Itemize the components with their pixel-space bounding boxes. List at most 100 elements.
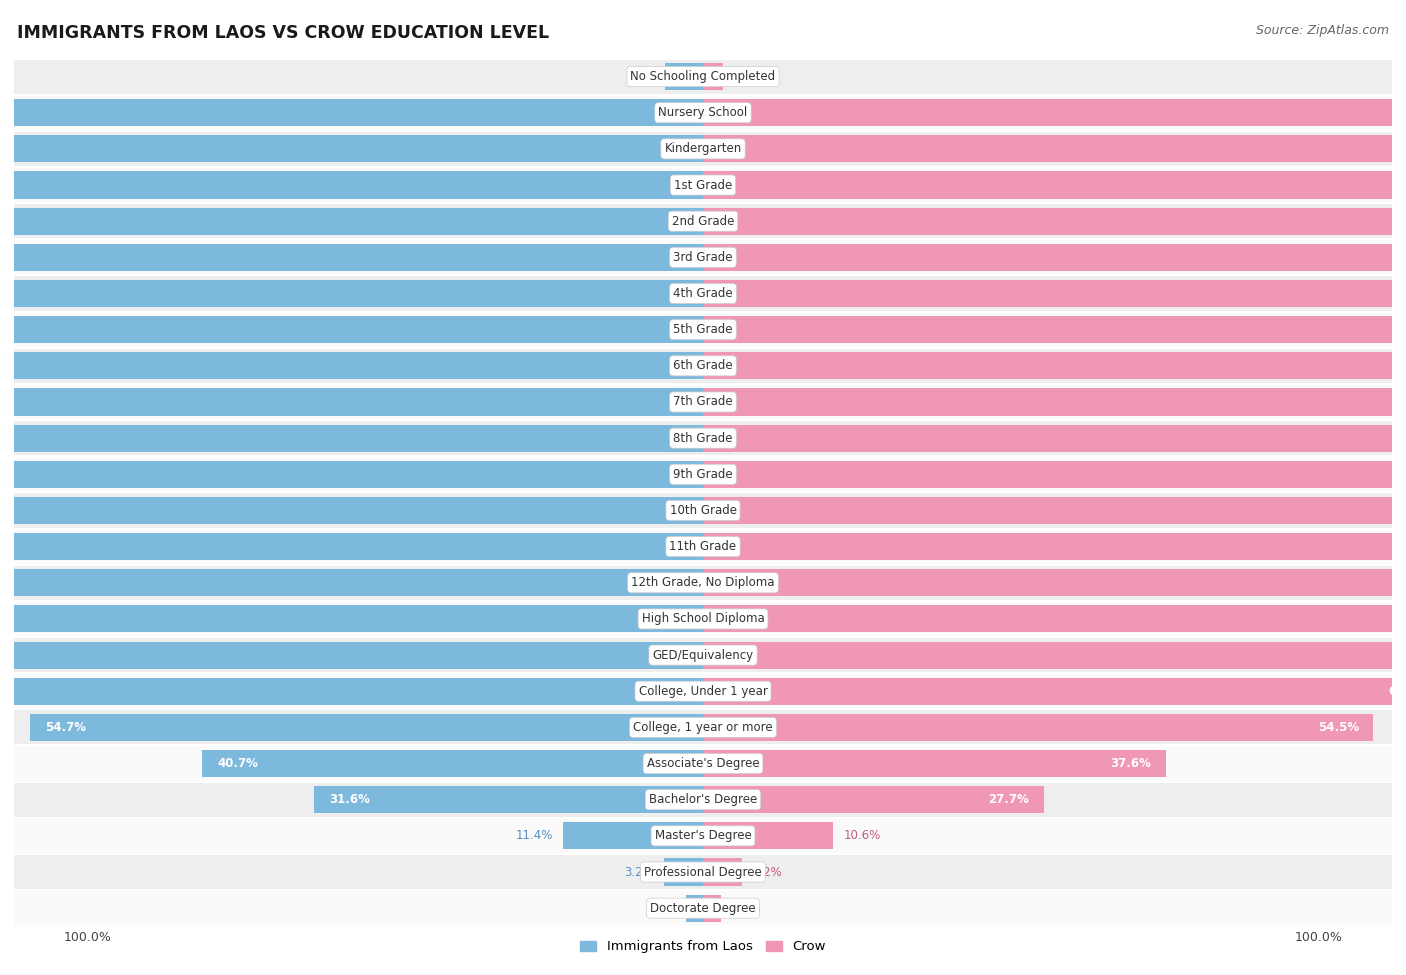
Text: 37.6%: 37.6% [1109, 757, 1150, 770]
Bar [665, 63, 703, 90]
Bar [703, 497, 1406, 524]
Bar [703, 642, 1406, 669]
Text: 3.1%: 3.1% [626, 70, 655, 83]
Text: 40.7%: 40.7% [217, 757, 257, 770]
Text: 60.2%: 60.2% [1388, 684, 1406, 698]
Bar [703, 136, 1406, 163]
Bar [30, 714, 703, 741]
Bar [14, 818, 1392, 854]
Bar [14, 601, 1392, 637]
Text: Bachelor's Degree: Bachelor's Degree [650, 794, 756, 806]
Text: 3.2%: 3.2% [624, 866, 654, 878]
Bar [14, 239, 1392, 275]
Bar [14, 58, 1392, 95]
Bar [14, 637, 1392, 673]
Bar [0, 461, 703, 488]
Bar [703, 822, 834, 849]
Bar [703, 352, 1406, 379]
Text: 12th Grade, No Diploma: 12th Grade, No Diploma [631, 576, 775, 589]
Bar [0, 642, 703, 669]
Bar [703, 388, 1406, 415]
Text: Kindergarten: Kindergarten [665, 142, 741, 155]
Bar [315, 786, 703, 813]
Text: 54.5%: 54.5% [1317, 721, 1358, 734]
Bar [14, 565, 1392, 601]
Bar [703, 714, 1374, 741]
Bar [14, 890, 1392, 926]
Text: Professional Degree: Professional Degree [644, 866, 762, 878]
Text: 5th Grade: 5th Grade [673, 323, 733, 336]
Legend: Immigrants from Laos, Crow: Immigrants from Laos, Crow [575, 935, 831, 958]
Text: College, Under 1 year: College, Under 1 year [638, 684, 768, 698]
Bar [202, 750, 703, 777]
Text: 4th Grade: 4th Grade [673, 287, 733, 300]
Bar [14, 275, 1392, 312]
Bar [0, 569, 703, 597]
Bar [703, 424, 1406, 451]
Bar [703, 569, 1406, 597]
Text: 11th Grade: 11th Grade [669, 540, 737, 553]
Bar [0, 352, 703, 379]
Bar [703, 172, 1406, 199]
Text: 6th Grade: 6th Grade [673, 360, 733, 372]
Bar [703, 895, 721, 921]
Text: 10.6%: 10.6% [844, 830, 880, 842]
Bar [0, 678, 703, 705]
Bar [14, 782, 1392, 818]
Text: Master's Degree: Master's Degree [655, 830, 751, 842]
Bar [14, 746, 1392, 782]
Bar [0, 424, 703, 451]
Bar [562, 822, 703, 849]
Bar [14, 203, 1392, 239]
Bar [14, 709, 1392, 746]
Bar [0, 172, 703, 199]
Bar [14, 492, 1392, 528]
Bar [703, 99, 1406, 127]
Text: 3rd Grade: 3rd Grade [673, 251, 733, 264]
Bar [14, 131, 1392, 167]
Bar [14, 420, 1392, 456]
Text: 1.5%: 1.5% [731, 902, 761, 915]
Text: 1.4%: 1.4% [647, 902, 676, 915]
Bar [14, 312, 1392, 348]
Bar [0, 99, 703, 127]
Bar [14, 456, 1392, 492]
Bar [703, 750, 1166, 777]
Bar [0, 605, 703, 633]
Text: 61.3%: 61.3% [0, 684, 4, 698]
Bar [703, 63, 723, 90]
Text: 3.2%: 3.2% [752, 866, 782, 878]
Text: No Schooling Completed: No Schooling Completed [630, 70, 776, 83]
Text: Associate's Degree: Associate's Degree [647, 757, 759, 770]
Text: GED/Equivalency: GED/Equivalency [652, 648, 754, 662]
Bar [686, 895, 703, 921]
Bar [703, 786, 1043, 813]
Bar [703, 533, 1406, 561]
Text: College, 1 year or more: College, 1 year or more [633, 721, 773, 734]
Text: 2nd Grade: 2nd Grade [672, 214, 734, 228]
Bar [703, 316, 1406, 343]
Bar [14, 854, 1392, 890]
Bar [0, 388, 703, 415]
Bar [14, 528, 1392, 565]
Bar [0, 244, 703, 271]
Bar [14, 348, 1392, 384]
Bar [0, 280, 703, 307]
Bar [703, 678, 1406, 705]
Text: 27.7%: 27.7% [988, 794, 1029, 806]
Text: 8th Grade: 8th Grade [673, 432, 733, 445]
Text: Source: ZipAtlas.com: Source: ZipAtlas.com [1256, 24, 1389, 37]
Text: Doctorate Degree: Doctorate Degree [650, 902, 756, 915]
Bar [0, 497, 703, 524]
Bar [664, 858, 703, 885]
Bar [703, 605, 1406, 633]
Bar [0, 533, 703, 561]
Text: 9th Grade: 9th Grade [673, 468, 733, 481]
Bar [703, 280, 1406, 307]
Bar [703, 208, 1406, 235]
Bar [0, 136, 703, 163]
Text: 1.6%: 1.6% [733, 70, 762, 83]
Text: 10th Grade: 10th Grade [669, 504, 737, 517]
Text: High School Diploma: High School Diploma [641, 612, 765, 625]
Text: 7th Grade: 7th Grade [673, 396, 733, 409]
